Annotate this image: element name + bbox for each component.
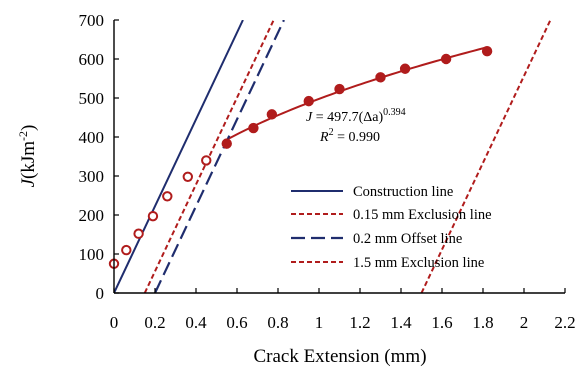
series-0-2-mm-offset-line (154, 20, 285, 293)
data-point-filled (303, 95, 314, 107)
axes (113, 20, 565, 294)
y-axis-title: J(kJm-2) (16, 125, 39, 188)
legend: Construction line 0.15 mm Exclusion line… (291, 184, 492, 271)
r2-lhs: R (319, 130, 329, 145)
series-0-15-mm-exclusion-line (143, 20, 275, 293)
legend-label-015-exclusion-line: 0.15 mm Exclusion line (353, 207, 492, 223)
fit-equation: J = 497.7(Δa)0.394 (306, 107, 406, 125)
y-tick-label: 600 (79, 50, 105, 69)
data-point-open (201, 155, 212, 166)
y-tick-label: 100 (79, 245, 105, 264)
data-point-open (162, 191, 173, 202)
x-tick-label: 1.8 (472, 313, 493, 332)
fit-lhs: J (306, 110, 313, 125)
x-axis-title: Crack Extension (mm) (253, 346, 426, 367)
series-construction-line (114, 20, 244, 293)
data-point-filled (221, 138, 232, 149)
data-point-open (121, 244, 132, 256)
data-point-filled (399, 63, 411, 74)
y-tick-label: 300 (79, 167, 105, 186)
fit-exp: 0.394 (383, 107, 406, 118)
y-tick-label: 500 (79, 89, 105, 108)
y-axis-title-close: ) (18, 125, 39, 131)
legend-label-15-exclusion-line: 1.5 mm Exclusion line (353, 255, 484, 271)
y-axis-title-unit: (kJm (18, 141, 39, 179)
data-point-filled (266, 109, 278, 120)
r2-sup: 2 (329, 127, 334, 138)
x-tick-label: 0.6 (226, 313, 247, 332)
x-tick-label: 0.4 (185, 313, 207, 332)
y-axis-title-symbol: J (18, 177, 39, 187)
data-point-filled (334, 83, 345, 95)
data-point-filled (440, 53, 452, 65)
x-tick-label: 1.6 (431, 313, 452, 332)
data-point-open (147, 210, 159, 222)
data-point-open (133, 228, 144, 239)
x-tick-label: 2.2 (554, 313, 575, 332)
y-axis-title-exp: -2 (16, 131, 30, 141)
data-point-filled (375, 72, 386, 83)
ticks: 0 0.2 0.4 0.6 0.8 1 1.2 1.4 1.6 1.8 2 2.2 0 100 200 300… (79, 11, 576, 332)
data-point-filled (481, 46, 493, 57)
x-tick-label: 0.8 (267, 313, 288, 332)
y-tick-label: 200 (79, 206, 105, 225)
legend-label-construction-line: Construction line (353, 184, 453, 200)
x-tick-label: 1.2 (349, 313, 370, 332)
x-tick-label: 0.2 (144, 313, 165, 332)
x-tick-label: 1 (315, 313, 324, 332)
x-tick-label: 1.4 (390, 313, 412, 332)
y-tick-label: 700 (79, 11, 105, 30)
x-tick-label: 2 (520, 313, 529, 332)
y-tick-label: 400 (79, 128, 105, 147)
fit-rhs: = 497.7(Δa) (312, 110, 383, 125)
plot-lines (114, 20, 552, 293)
r-squared: R2 = 0.990 (319, 127, 380, 145)
data-point-open (182, 171, 194, 182)
x-tick-label: 0 (110, 313, 119, 332)
legend-label-02-offset-line: 0.2 mm Offset line (353, 231, 462, 247)
y-tick-label: 0 (96, 284, 105, 303)
r2-rhs: = 0.990 (334, 130, 380, 145)
plot-points (108, 46, 493, 269)
data-point-filled (248, 122, 259, 134)
series-1-5-mm-exclusion-line (420, 20, 552, 293)
